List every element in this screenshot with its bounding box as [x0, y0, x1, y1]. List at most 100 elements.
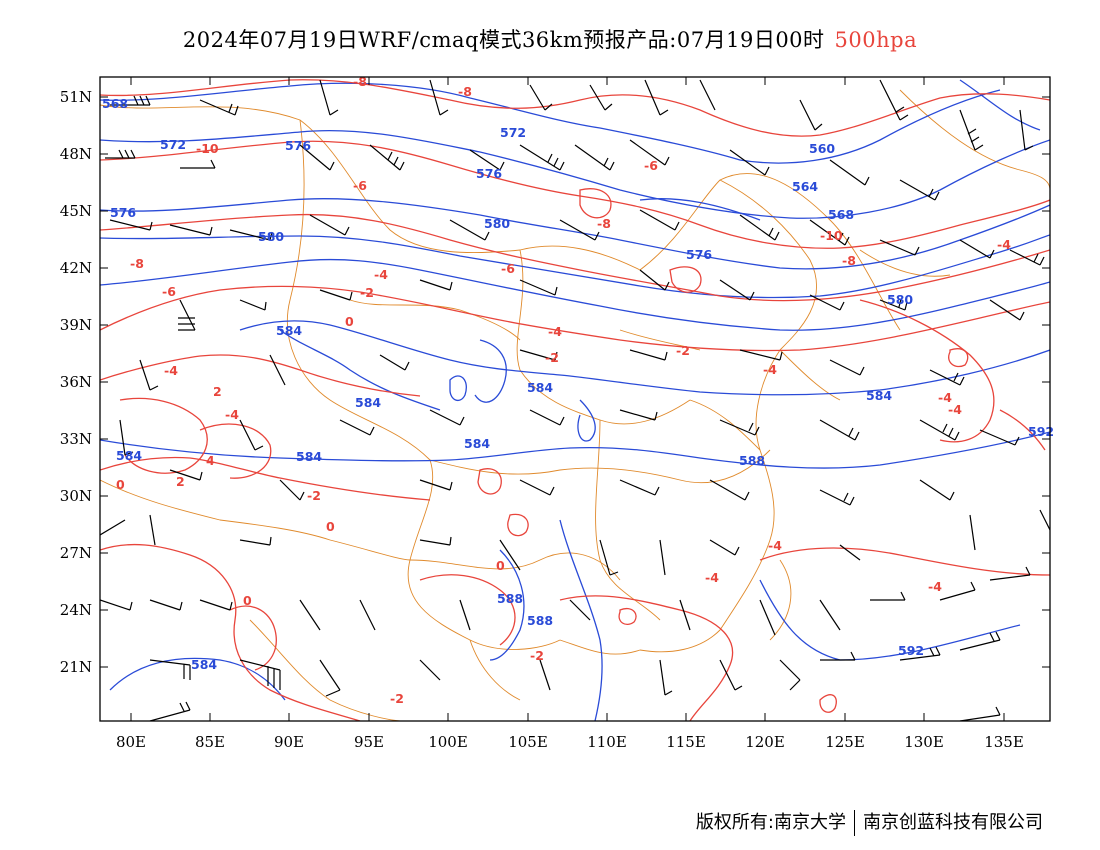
lon-label: 115E [666, 733, 706, 751]
lon-label: 95E [354, 733, 384, 751]
copyright-footer: 版权所有:南京大学 南京创蓝科技有限公司 [696, 808, 1043, 836]
temperature-label: -4 [997, 237, 1011, 252]
temperature-label: 0 [345, 314, 354, 329]
temperature-label: -8 [597, 216, 611, 231]
temperature-label: 2 [213, 384, 222, 399]
temperature-label: -4 [938, 390, 952, 405]
temperature-label: -6 [353, 178, 367, 193]
height-label: 584 [296, 449, 322, 464]
height-label: 564 [792, 179, 818, 194]
lon-label: 90E [274, 733, 304, 751]
temperature-label: -6 [501, 261, 515, 276]
pressure-level: 500hpa [834, 28, 918, 52]
lon-label: 100E [428, 733, 468, 751]
height-label: 576 [285, 138, 311, 153]
temperature-label: 0 [496, 558, 505, 573]
latitude-labels: 51N 48N 45N 42N 39N 36N 33N 30N 27N 24N … [60, 88, 92, 676]
temperature-labels: -10 -8 -8 -8 -6 -6 -8 -4 -2 0 -4 -2 -2 -… [116, 74, 1011, 706]
height-label: 584 [866, 388, 892, 403]
temperature-label: -10 [820, 228, 843, 243]
height-label: 584 [464, 436, 490, 451]
height-label: 580 [484, 216, 510, 231]
lon-label: 130E [904, 733, 944, 751]
temperature-label: -8 [353, 74, 367, 89]
height-label: 584 [527, 380, 553, 395]
temperature-label: -4 [768, 538, 782, 553]
boundary-lines [100, 89, 1050, 721]
temperature-label: 2 [176, 474, 185, 489]
temperature-label: -2 [676, 343, 690, 358]
temperature-label: -4 [763, 362, 777, 377]
geopotential-contours [100, 79, 1050, 721]
temperature-label: -2 [545, 350, 559, 365]
lat-label: 24N [60, 601, 92, 619]
height-label: 588 [527, 613, 553, 628]
longitude-axis [130, 77, 1005, 721]
lon-label: 85E [195, 733, 225, 751]
height-label: 584 [116, 448, 142, 463]
temperature-label: 4 [206, 453, 215, 468]
temperature-label: -4 [548, 324, 562, 339]
lat-label: 36N [60, 373, 92, 391]
title-text: 2024年07月19日WRF/cmaq模式36km预报产品:07月19日00时 [182, 28, 825, 52]
temperature-label: -6 [644, 158, 658, 173]
lon-label: 120E [745, 733, 785, 751]
temperature-label: -8 [842, 253, 856, 268]
height-label: 588 [497, 591, 523, 606]
lon-label: 125E [825, 733, 865, 751]
company-name: 南京创蓝科技有限公司 [863, 812, 1043, 833]
temperature-label: -4 [705, 570, 719, 585]
lat-label: 27N [60, 544, 92, 562]
lat-label: 33N [60, 430, 92, 448]
temperature-label: -6 [162, 284, 176, 299]
height-label: 568 [102, 96, 128, 111]
lon-label: 105E [508, 733, 548, 751]
lon-label: 110E [587, 733, 627, 751]
temperature-label: -4 [164, 363, 178, 378]
lon-label: 135E [984, 733, 1024, 751]
temperature-label: -2 [390, 691, 404, 706]
height-label: 576 [476, 166, 502, 181]
temperature-label: -2 [360, 285, 374, 300]
height-label: 568 [828, 207, 854, 222]
temperature-label: -8 [458, 84, 472, 99]
height-label: 584 [276, 323, 302, 338]
map-frame [99, 76, 1051, 722]
height-label: 592 [898, 643, 924, 658]
height-labels: 568 572 576 576 580 584 588 592 560 564 … [102, 96, 1054, 672]
temperature-label: -4 [948, 402, 962, 417]
latitude-axis [100, 96, 1050, 668]
height-label: 580 [258, 229, 284, 244]
height-label: 592 [1028, 424, 1054, 439]
height-label: 584 [191, 657, 217, 672]
height-label: 588 [739, 453, 765, 468]
lat-label: 48N [60, 145, 92, 163]
height-label: 580 [887, 292, 913, 307]
map-title: 2024年07月19日WRF/cmaq模式36km预报产品:07月19日00时 5… [0, 24, 1100, 54]
height-label: 572 [500, 125, 526, 140]
temperature-label: -4 [928, 579, 942, 594]
footer-divider [854, 810, 855, 836]
lat-label: 39N [60, 316, 92, 334]
temperature-label: -8 [130, 256, 144, 271]
copyright-text: 版权所有:南京大学 [695, 812, 846, 833]
height-label: 560 [809, 141, 835, 156]
lat-label: 42N [60, 259, 92, 277]
temperature-label: -4 [225, 407, 239, 422]
height-label: 576 [686, 247, 712, 262]
temperature-contours [100, 79, 1050, 721]
longitude-labels: 80E 85E 90E 95E 100E 105E 110E 115E 120E… [116, 733, 1024, 751]
temperature-label: -2 [307, 488, 321, 503]
temperature-label: -2 [530, 648, 544, 663]
height-label: 572 [160, 137, 186, 152]
temperature-label: 0 [243, 593, 252, 608]
height-label: 576 [110, 205, 136, 220]
temperature-label: 0 [116, 477, 125, 492]
temperature-label: 0 [326, 519, 335, 534]
temperature-label: -10 [196, 141, 219, 156]
lat-label: 30N [60, 487, 92, 505]
lat-label: 45N [60, 202, 92, 220]
height-label: 584 [355, 395, 381, 410]
lat-label: 51N [60, 88, 92, 106]
